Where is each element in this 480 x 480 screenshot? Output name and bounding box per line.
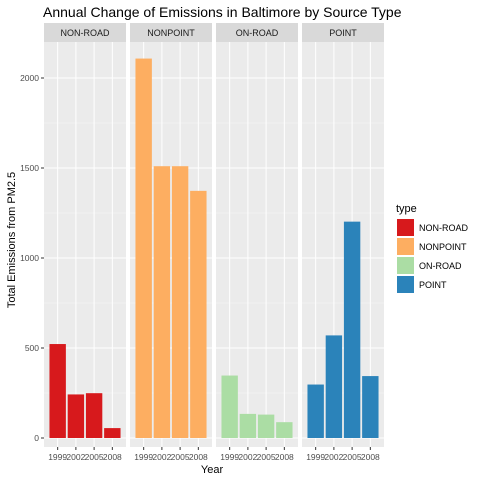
panel-strip [44,23,126,42]
panel-strip-label: ON-ROAD [236,28,279,38]
x-tick-label: 2005 [171,452,190,462]
panel-point: POINT 1999 2002 2005 2008 [302,23,384,462]
bar-non-road-2008 [104,428,121,438]
x-tick-label: 1999 [220,452,239,462]
bar-on-road-1999 [221,375,238,438]
x-axis-label: Year [201,464,224,476]
panel-nonpoint: NONPOINT 1999 2002 2005 2008 [130,23,212,462]
legend-label-non-road: NON-ROAD [419,223,468,233]
x-tick-label: 2002 [66,452,85,462]
x-tick-label: 1999 [134,452,153,462]
bar-nonpoint-2005 [171,166,189,438]
panel-on-road: ON-ROAD 1999 2002 2005 2008 [216,23,298,462]
bar-point-2008 [362,376,379,438]
panel-strip [302,23,384,42]
x-tick-label: 2008 [361,452,380,462]
panel-strip-label: NON-ROAD [61,28,110,38]
x-tick-label: 2002 [324,452,343,462]
x-tick-label: 1999 [48,452,67,462]
bar-point-2005 [343,221,361,438]
x-tick-label: 2002 [152,452,171,462]
x-tick-label: 2008 [275,452,294,462]
x-tick-label: 2008 [103,452,122,462]
bar-point-1999 [307,384,324,438]
bar-non-road-2002 [67,394,85,438]
bar-nonpoint-2008 [190,190,207,438]
legend-label-nonpoint: NONPOINT [419,242,467,252]
bar-on-road-2005 [257,414,275,438]
x-tick-label: 1999 [306,452,325,462]
bar-on-road-2008 [276,422,293,438]
panel-strip [130,23,212,42]
x-tick-label: 2008 [189,452,208,462]
bar-non-road-1999 [49,344,66,438]
x-tick-label: 2002 [238,452,257,462]
legend-swatch-on-road [397,257,414,274]
panel-non-road: NON-ROAD 1999 2002 2005 2008 [44,23,126,462]
legend-label-point: POINT [419,280,447,290]
legend-swatch-point [397,276,414,293]
y-tick-label: 1000 [20,253,39,263]
bar-nonpoint-2002 [153,166,171,438]
y-axis-label: Total Emissions from PM2.5 [6,172,18,308]
legend-label-on-road: ON-ROAD [419,261,462,271]
y-axis: 0 500 1000 1500 2000 [20,73,44,443]
x-tick-label: 2005 [343,452,362,462]
panel-strip-label: NONPOINT [147,28,195,38]
chart-title: Annual Change of Emissions in Baltimore … [43,4,402,20]
panel-strip-label: POINT [329,28,357,38]
bar-nonpoint-1999 [135,58,152,439]
legend-title: type [396,203,417,215]
y-tick-label: 500 [25,343,39,353]
y-tick-label: 1500 [20,163,39,173]
bar-point-2002 [325,335,343,438]
legend-swatch-nonpoint [397,238,414,255]
y-tick-label: 0 [34,433,39,443]
bar-on-road-2002 [239,413,257,438]
panel-strip [216,23,298,42]
bar-non-road-2005 [85,393,103,438]
y-tick-label: 2000 [20,73,39,83]
x-tick-label: 2005 [85,452,104,462]
x-tick-label: 2005 [257,452,276,462]
legend-swatch-non-road [397,219,414,236]
